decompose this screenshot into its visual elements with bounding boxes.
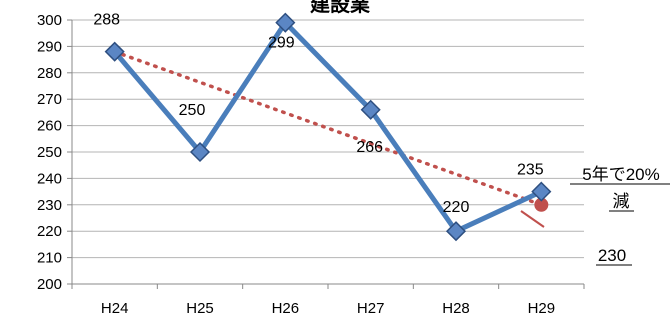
y-tick-label: 210 bbox=[37, 250, 62, 267]
x-tick-label: H29 bbox=[528, 300, 556, 317]
data-label: 266 bbox=[356, 139, 383, 156]
data-label: 220 bbox=[443, 199, 470, 216]
series-markers bbox=[104, 12, 552, 242]
gridlines bbox=[72, 19, 584, 259]
annotation-line2: 減 bbox=[613, 192, 630, 211]
trend-end-point bbox=[534, 197, 549, 212]
data-label: 299 bbox=[268, 35, 295, 52]
chart-title: 建設業 bbox=[310, 0, 371, 16]
y-tick-label: 240 bbox=[37, 170, 62, 187]
data-point bbox=[445, 221, 467, 242]
data-point bbox=[104, 41, 125, 62]
annotation-arrow bbox=[520, 210, 545, 228]
annotation-value: 230 bbox=[598, 246, 626, 265]
x-tick-label: H26 bbox=[272, 300, 300, 317]
x-tick-label: H27 bbox=[357, 300, 385, 317]
y-tick-label: 280 bbox=[37, 65, 62, 82]
annotation-line1: 5年で20% bbox=[582, 165, 659, 184]
data-label: 235 bbox=[517, 162, 544, 179]
data-label: 250 bbox=[179, 102, 206, 119]
data-point bbox=[275, 12, 296, 33]
data-label: 288 bbox=[93, 12, 120, 29]
x-tick-label: H28 bbox=[442, 300, 470, 317]
data-labels: 288 250 299 266 220 235 bbox=[93, 12, 543, 217]
x-tick-labels: H24 H25 H26 H27 H28 H29 bbox=[101, 300, 555, 317]
data-point bbox=[531, 181, 552, 202]
y-tick-label: 250 bbox=[37, 144, 62, 161]
trend-line bbox=[112, 49, 549, 212]
y-tick-label: 230 bbox=[37, 197, 62, 214]
data-point bbox=[189, 141, 211, 163]
axes bbox=[67, 19, 585, 289]
y-tick-label: 200 bbox=[37, 276, 62, 293]
x-tick-label: H25 bbox=[186, 300, 214, 317]
y-tick-label: 300 bbox=[37, 12, 62, 29]
y-tick-label: 270 bbox=[37, 91, 62, 108]
y-tick-label: 220 bbox=[37, 223, 62, 240]
y-tick-label: 260 bbox=[37, 118, 62, 135]
x-tick-label: H24 bbox=[101, 300, 129, 317]
y-tick-labels: 300 290 280 270 260 250 240 230 220 210 200 bbox=[37, 12, 62, 293]
series-line bbox=[112, 20, 543, 234]
trend-line-path bbox=[112, 49, 544, 207]
y-tick-label: 290 bbox=[37, 38, 62, 55]
series-line-path bbox=[112, 20, 543, 234]
annotation: 5年で20% 減 230 bbox=[520, 165, 670, 266]
data-point bbox=[360, 99, 381, 120]
